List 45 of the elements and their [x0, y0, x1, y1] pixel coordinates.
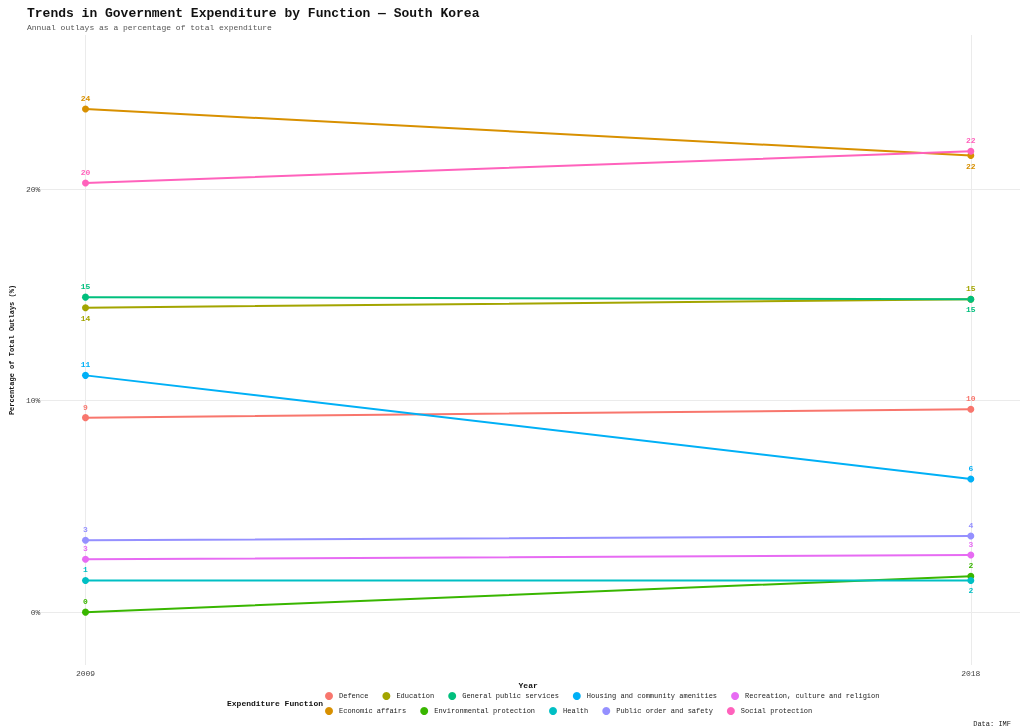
- data-label: 22: [966, 161, 976, 171]
- point: [81, 414, 89, 422]
- data-label: 6: [968, 463, 974, 473]
- data-label: 10: [966, 394, 976, 404]
- data-label: 4: [968, 521, 974, 531]
- point: [81, 304, 89, 312]
- point: [967, 405, 975, 413]
- data-label: 15: [966, 305, 976, 315]
- point: [967, 475, 975, 483]
- x-axis-title: Year: [518, 681, 538, 691]
- point: [81, 105, 89, 113]
- x-tick-label: 2018: [961, 668, 981, 678]
- data-label: 9: [83, 402, 89, 412]
- y-tick-label: 20%: [25, 184, 41, 194]
- point: [967, 551, 975, 559]
- data-label: 3: [83, 544, 89, 554]
- chart-subtitle: Annual outlays as a percentage of total expenditure: [27, 22, 273, 32]
- point: [967, 147, 975, 155]
- data-label: 1: [83, 565, 89, 575]
- legend-title: Expenditure Function: [227, 698, 324, 708]
- point: [967, 532, 975, 540]
- data-label: 3: [968, 540, 974, 550]
- point: [967, 576, 975, 584]
- data-label: 11: [80, 360, 91, 370]
- point: [81, 536, 89, 544]
- point: [81, 371, 89, 379]
- data-label: 20: [80, 167, 91, 177]
- point: [81, 293, 89, 301]
- y-tick-label: 0%: [30, 607, 41, 617]
- point: [81, 179, 89, 187]
- y-tick-label: 10%: [25, 396, 41, 406]
- x-tick-label: 2009: [75, 668, 96, 678]
- data-label: 0: [83, 597, 89, 607]
- point: [81, 608, 89, 616]
- point: [81, 555, 89, 563]
- data-label: 24: [80, 93, 91, 103]
- data-label: 3: [83, 525, 89, 535]
- data-label: 22: [966, 136, 976, 146]
- data-label: 2: [968, 561, 974, 571]
- chart-title: Trends in Government Expenditure by Function — South Korea: [27, 6, 480, 21]
- data-label: 14: [80, 313, 91, 323]
- data-label: 2: [968, 586, 974, 596]
- point: [81, 576, 89, 584]
- data-label: 15: [80, 282, 91, 292]
- data-label: 15: [966, 284, 976, 294]
